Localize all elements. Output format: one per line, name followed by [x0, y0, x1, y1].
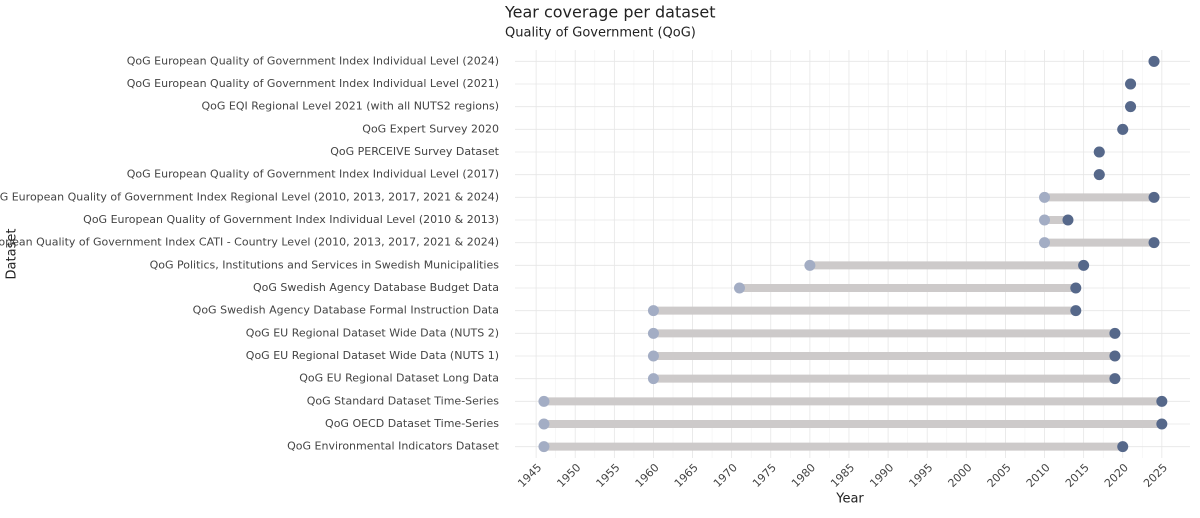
y-tick-label: QoG OECD Dataset Time-Series: [325, 417, 499, 430]
x-tick-label: 1990: [867, 461, 896, 490]
y-tick-label: QoG EQI Regional Level 2021 (with all NU…: [202, 100, 500, 113]
x-tick-label: 1945: [515, 461, 544, 490]
x-tick-label: 1970: [711, 461, 740, 490]
start-point: [733, 282, 745, 294]
x-tick-label: 2015: [1063, 461, 1092, 490]
y-tick-label: QoG PERCEIVE Survey Dataset: [330, 145, 499, 158]
end-point: [1148, 237, 1160, 249]
start-point: [647, 305, 659, 317]
start-point: [1039, 214, 1051, 226]
x-tick-label: 2005: [985, 461, 1014, 490]
x-tick-label: 2000: [946, 461, 975, 490]
x-tick-label: 1960: [633, 461, 662, 490]
end-point: [1117, 441, 1129, 453]
x-tick-label: 2010: [1024, 461, 1053, 490]
end-point: [1156, 418, 1168, 430]
y-tick-label: QoG EU Regional Dataset Wide Data (NUTS …: [246, 326, 499, 339]
chart-subtitle: Quality of Government (QoG): [505, 26, 696, 41]
x-tick-label: 2020: [1102, 461, 1131, 490]
start-point: [647, 373, 659, 385]
start-point: [538, 395, 550, 407]
y-tick-label: QoG European Quality of Government Index…: [83, 213, 499, 226]
y-tick-label: QoG Politics, Institutions and Services …: [150, 258, 500, 271]
end-point: [1109, 350, 1121, 362]
x-tick-label: 2025: [1141, 461, 1170, 490]
start-point: [647, 327, 659, 339]
end-point: [1109, 373, 1121, 385]
end-point: [1062, 214, 1074, 226]
start-point: [804, 259, 816, 271]
y-tick-label: QoG Swedish Agency Database Formal Instr…: [193, 304, 499, 317]
end-point: [1148, 55, 1160, 67]
chart-title: Year coverage per dataset: [504, 3, 715, 22]
end-point: [1148, 191, 1160, 203]
y-tick-label: QoG EU Regional Dataset Long Data: [299, 372, 499, 385]
y-tick-label: QoG European Quality of Government Index…: [127, 77, 499, 90]
y-tick-label: QoG EU Regional Dataset Wide Data (NUTS …: [246, 349, 499, 362]
start-point: [1039, 191, 1051, 203]
y-tick-label: QoG Standard Dataset Time-Series: [307, 394, 500, 407]
end-point: [1125, 78, 1137, 90]
end-point: [1125, 101, 1137, 113]
x-tick-label: 1950: [554, 461, 583, 490]
x-tick-label: 1980: [789, 461, 818, 490]
start-point: [647, 350, 659, 362]
x-tick-label: 1985: [828, 461, 857, 490]
y-tick-label: QoG Swedish Agency Database Budget Data: [253, 281, 499, 294]
y-tick-label: QoG European Quality of Government Index…: [127, 54, 499, 67]
x-tick-label: 1975: [750, 461, 779, 490]
start-point: [538, 418, 550, 430]
y-tick-label: QoG Environmental Indicators Dataset: [287, 440, 500, 453]
end-point: [1156, 395, 1168, 407]
x-axis-title: Year: [835, 492, 864, 507]
end-point: [1093, 169, 1105, 181]
y-tick-label: QoG European Quality of Government Index…: [127, 168, 499, 181]
y-tick-label: QoG European Quality of Government Index…: [0, 236, 499, 249]
end-point: [1070, 305, 1082, 317]
y-tick-label: QoG Expert Survey 2020: [362, 122, 499, 135]
start-point: [538, 441, 550, 453]
end-point: [1093, 146, 1105, 158]
x-tick-label: 1965: [672, 461, 701, 490]
end-point: [1109, 327, 1121, 339]
x-tick-label: 1955: [594, 461, 623, 490]
end-point: [1078, 259, 1090, 271]
x-tick-label: 1995: [906, 461, 935, 490]
y-tick-label: QoG European Quality of Government Index…: [0, 190, 499, 203]
end-point: [1117, 123, 1129, 135]
y-axis-title: Dataset: [5, 229, 20, 280]
start-point: [1039, 237, 1051, 249]
end-point: [1070, 282, 1082, 294]
